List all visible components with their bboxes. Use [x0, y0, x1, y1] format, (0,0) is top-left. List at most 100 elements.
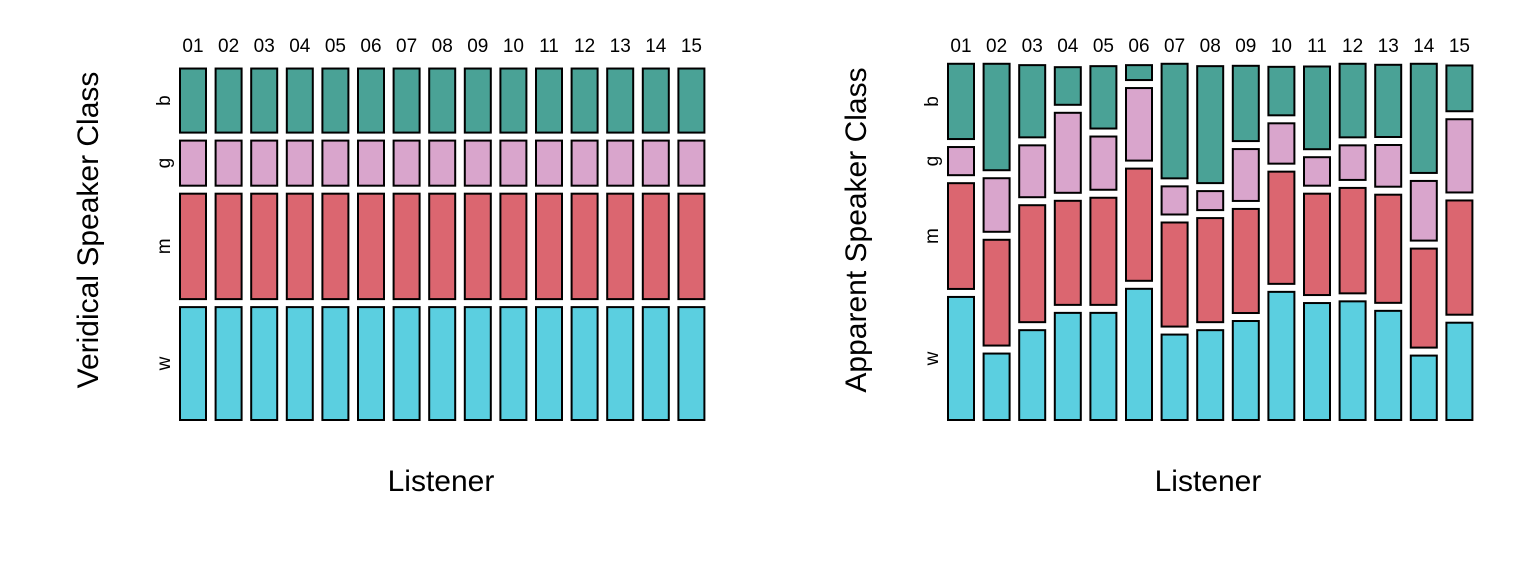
mosaic-tile-b [641, 67, 670, 134]
veridical-panel: Veridical Speaker Class Listener w m g b 01 02 0… [72, 36, 706, 498]
listener-label: 07 [396, 36, 417, 57]
mosaic-tile-b [1338, 62, 1367, 139]
mosaic-tile-b [570, 67, 599, 134]
mosaic-tile-w [982, 352, 1011, 421]
mosaic-tile-g [570, 139, 599, 187]
mosaic-tile-m [285, 192, 314, 301]
mosaic-tile-g [1303, 156, 1331, 187]
mosaic-tile-w [1231, 320, 1260, 421]
apparent-panel: Apparent Speaker Class Listener w m g b 01 02 03… [840, 36, 1474, 498]
listener-label: 02 [986, 36, 1007, 57]
mosaic-tile-w [1196, 329, 1225, 422]
mosaic-tile-w [1303, 302, 1331, 422]
mosaic-tile-w [214, 306, 243, 422]
mosaic-tile-w [1374, 309, 1403, 422]
mosaic-tile-g [1018, 144, 1047, 199]
listener-label: 03 [254, 36, 275, 57]
mosaic-tile-g [1160, 185, 1189, 216]
mosaic-tile-m [1374, 193, 1403, 304]
mosaic-tile-w [606, 306, 635, 422]
mosaic-tile-m [1196, 217, 1225, 324]
mosaic-tile-m [1303, 192, 1331, 297]
mosaic-tile-b [1374, 63, 1403, 139]
mosaic-tile-g [606, 139, 635, 187]
mosaic-tile-b [1303, 65, 1331, 151]
mosaic-tile-w [1409, 354, 1438, 421]
mosaic-tile-b [250, 67, 279, 134]
listener-label: 03 [1022, 36, 1043, 57]
mosaic-tile-m [1125, 167, 1153, 282]
mosaic-tile-b [1089, 65, 1118, 130]
mosaic-tile-m [1267, 170, 1296, 285]
mosaic-tile-m [250, 192, 279, 301]
listener-label: 02 [218, 36, 239, 57]
class-label-w: w [154, 356, 175, 371]
listener-label: 14 [1413, 36, 1435, 57]
mosaic-tile-w [1267, 290, 1296, 421]
listener-label: 12 [574, 36, 595, 57]
listener-label: 15 [681, 36, 702, 57]
class-label-g: g [922, 156, 943, 167]
mosaic-tile-m [1089, 196, 1118, 306]
mosaic-tile-w [570, 306, 599, 422]
mosaic-tile-b [1267, 65, 1296, 117]
mosaic-tile-b [1231, 64, 1260, 143]
mosaic-tile-w [1445, 321, 1474, 421]
mosaic-tile-g [1089, 135, 1118, 191]
mosaic-tile-m [677, 192, 706, 301]
mosaic-tile-g [535, 139, 563, 187]
class-label-m: m [154, 238, 175, 254]
mosaic-tile-g [1338, 144, 1367, 181]
mosaic-tile-g [1267, 122, 1296, 165]
mosaic-tile-b [677, 67, 706, 134]
mosaic-tile-g [1196, 190, 1225, 212]
listener-label: 11 [1307, 36, 1327, 57]
mosaic-tile-w [1338, 300, 1367, 422]
mosaic-tile-w [392, 306, 421, 422]
mosaic-tile-g [1445, 118, 1474, 194]
mosaic-tile-b [285, 67, 314, 134]
listener-label: 15 [1449, 36, 1470, 57]
mosaic-tile-g [357, 139, 385, 187]
listener-label: 05 [1093, 36, 1114, 57]
class-label-g: g [154, 158, 175, 169]
mosaic-tile-w [428, 306, 457, 422]
mosaic-tile-m [606, 192, 635, 301]
mosaic-tile-b [357, 67, 385, 134]
mosaic-tile-w [1125, 287, 1153, 421]
mosaic-tile-g [1053, 111, 1082, 194]
mosaic-tile-b [1160, 62, 1189, 180]
mosaic-tile-b [606, 67, 635, 134]
listener-label: 14 [645, 36, 667, 57]
mosaic-tile-m [392, 192, 421, 301]
mosaic-tile-b [1125, 64, 1153, 82]
mosaic-tile-m [1160, 221, 1189, 328]
mosaic-tile-b [1053, 66, 1082, 106]
x-axis-title: Listener [388, 465, 495, 498]
mosaic-tile-w [677, 306, 706, 422]
mosaic-tile-m [1338, 186, 1367, 295]
mosaic-tile-g [179, 139, 207, 187]
mosaic-tile-g [428, 139, 457, 187]
mosaic-tile-m [1053, 199, 1082, 306]
listener-label: 13 [610, 36, 631, 57]
listener-label: 01 [182, 36, 203, 57]
class-label-w: w [922, 351, 943, 366]
mosaic-tile-m [499, 192, 528, 301]
mosaic-tile-b [428, 67, 457, 134]
mosaic-tile-m [947, 182, 975, 290]
mosaic-tile-m [179, 192, 207, 301]
class-label-b: b [154, 95, 175, 106]
mosaic-tile-m [321, 192, 350, 301]
mosaic-tile-g [947, 146, 975, 177]
mosaic-tile-b [982, 62, 1011, 172]
listener-label: 05 [325, 36, 346, 57]
listener-label: 10 [503, 36, 524, 57]
mosaic-tile-g [499, 139, 528, 187]
mosaic-tile-b [392, 67, 421, 134]
mosaic-tile-m [428, 192, 457, 301]
x-axis-title: Listener [1155, 465, 1262, 498]
mosaic-tile-w [1160, 333, 1189, 421]
mosaic-tile-g [463, 139, 492, 187]
mosaic-tile-g [982, 177, 1011, 233]
